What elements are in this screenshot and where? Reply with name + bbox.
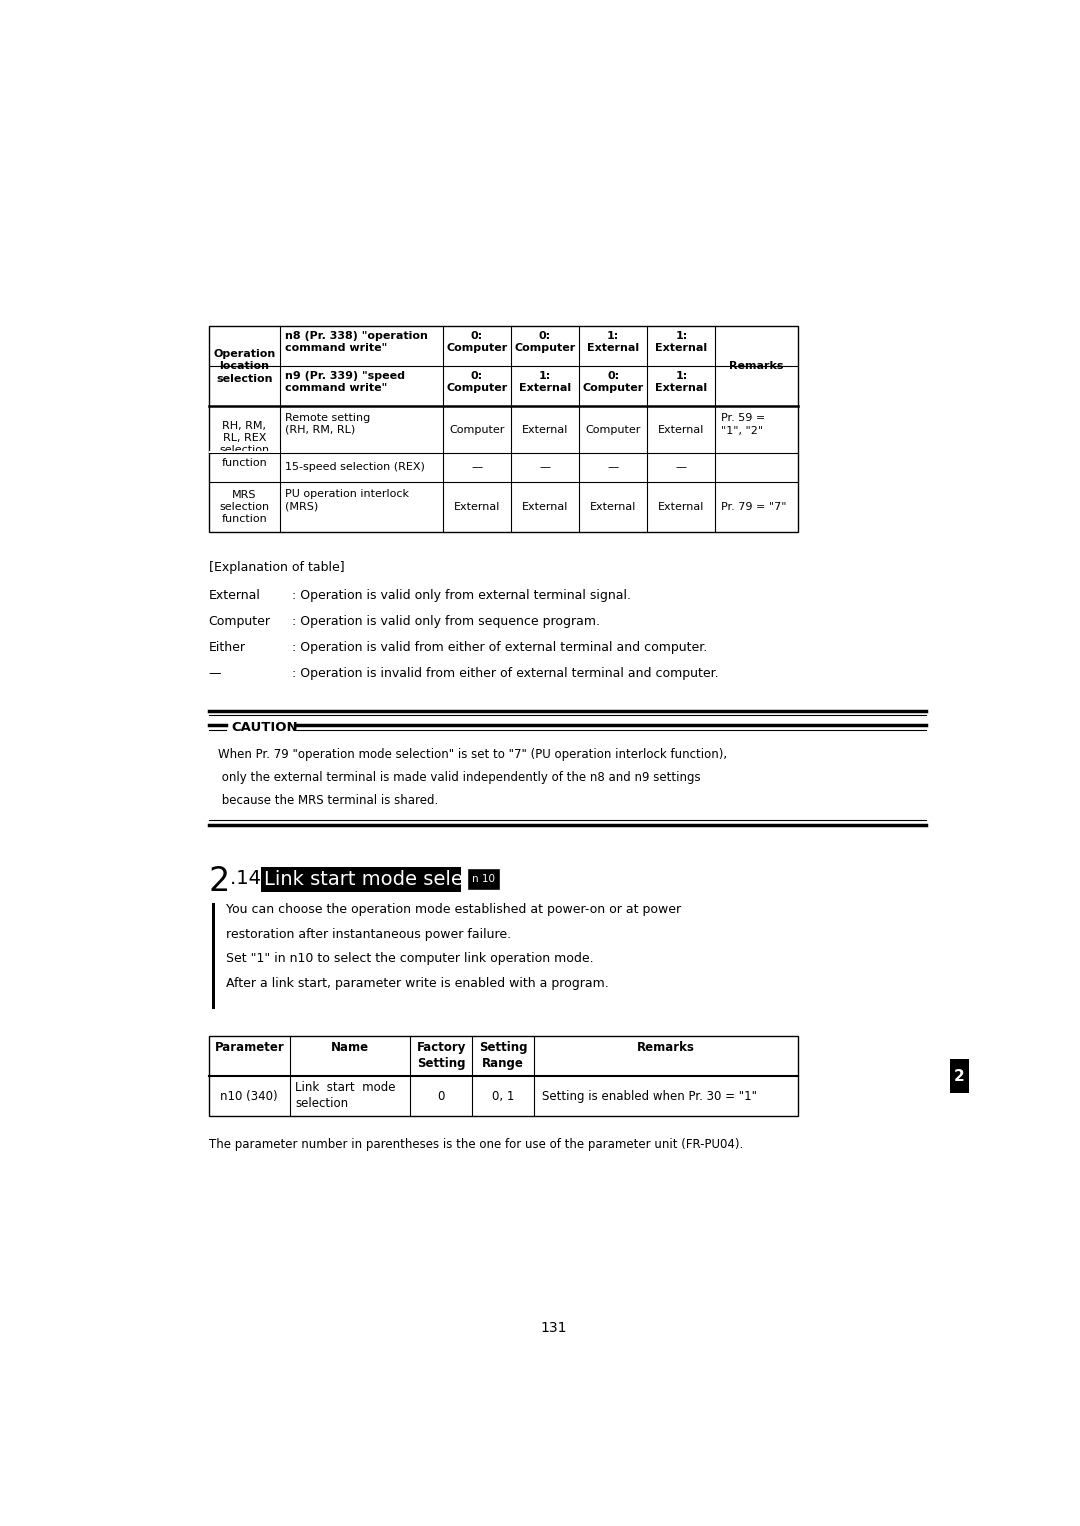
Text: Remarks: Remarks [729, 362, 784, 371]
Text: After a link start, parameter write is enabled with a program.: After a link start, parameter write is e… [226, 977, 609, 990]
Text: Setting
Range: Setting Range [478, 1041, 527, 1070]
Text: .14.3: .14.3 [230, 870, 285, 888]
Text: —: — [539, 462, 551, 472]
Text: 0, 1: 0, 1 [491, 1090, 514, 1103]
Bar [208, 452, 280, 453]
Text: Computer: Computer [208, 615, 271, 629]
Text: Setting is enabled when Pr. 30 = "1": Setting is enabled when Pr. 30 = "1" [542, 1090, 757, 1103]
Text: —: — [676, 462, 687, 472]
Text: RH, RM,
RL, REX
selection
function: RH, RM, RL, REX selection function [219, 421, 269, 468]
Text: Computer: Computer [585, 424, 640, 435]
Text: External: External [522, 502, 568, 511]
Text: 0:
Computer: 0: Computer [446, 371, 508, 394]
Text: External: External [658, 502, 704, 511]
Text: External: External [590, 502, 636, 511]
Text: External: External [208, 589, 260, 601]
Text: n10 (340): n10 (340) [220, 1090, 279, 1103]
Bar [212, 903, 215, 1009]
Text: 1:
External: 1: External [518, 371, 571, 394]
Bar [208, 327, 798, 533]
Text: PU operation interlock
(MRS): PU operation interlock (MRS) [285, 488, 409, 511]
Text: External: External [658, 424, 704, 435]
Text: restoration after instantaneous power failure.: restoration after instantaneous power fa… [226, 928, 511, 940]
Text: 131: 131 [540, 1322, 567, 1335]
Bar [208, 1036, 798, 1117]
Bar [950, 1059, 969, 1093]
Text: 2: 2 [955, 1068, 964, 1083]
Text: Link  start  mode
selection: Link start mode selection [296, 1080, 396, 1109]
Text: : Operation is valid only from external terminal signal.: : Operation is valid only from external … [293, 589, 632, 601]
Text: Name: Name [330, 1041, 369, 1054]
Text: 15-speed selection (REX): 15-speed selection (REX) [285, 462, 426, 472]
Text: —: — [608, 462, 619, 472]
Text: —: — [208, 667, 221, 681]
Text: Remote setting
(RH, RM, RL): Remote setting (RH, RM, RL) [285, 412, 370, 435]
Text: The parameter number in parentheses is the one for use of the parameter unit (FR: The parameter number in parentheses is t… [208, 1138, 743, 1151]
Text: MRS
selection
function: MRS selection function [219, 490, 269, 525]
Bar [261, 867, 461, 891]
Text: Either: Either [208, 641, 245, 655]
Text: n8 (Pr. 338) "operation
command write": n8 (Pr. 338) "operation command write" [285, 331, 429, 354]
Text: External: External [454, 502, 500, 511]
Text: Factory
Setting: Factory Setting [417, 1041, 465, 1070]
Text: External: External [522, 424, 568, 435]
Text: You can choose the operation mode established at power-on or at power: You can choose the operation mode establ… [226, 903, 681, 916]
Text: 1:
External: 1: External [656, 331, 707, 354]
Text: Pr. 79 = "7": Pr. 79 = "7" [721, 502, 786, 511]
Text: 2: 2 [208, 865, 230, 897]
Text: Pr. 59 =
"1", "2": Pr. 59 = "1", "2" [721, 414, 765, 436]
Text: : Operation is valid from either of external terminal and computer.: : Operation is valid from either of exte… [293, 641, 707, 655]
Text: Set "1" in n10 to select the computer link operation mode.: Set "1" in n10 to select the computer li… [226, 952, 594, 966]
Text: 0:
Computer: 0: Computer [446, 331, 508, 354]
Text: : Operation is valid only from sequence program.: : Operation is valid only from sequence … [293, 615, 600, 629]
Text: Remarks: Remarks [637, 1041, 694, 1054]
Text: n9 (Pr. 339) "speed
command write": n9 (Pr. 339) "speed command write" [285, 371, 405, 394]
Text: Parameter: Parameter [215, 1041, 284, 1054]
Text: 1:
External: 1: External [588, 331, 639, 354]
Text: : Operation is invalid from either of external terminal and computer.: : Operation is invalid from either of ex… [293, 667, 719, 681]
Text: 0:
Computer: 0: Computer [582, 371, 644, 394]
Text: Computer: Computer [449, 424, 504, 435]
Text: [Explanation of table]: [Explanation of table] [208, 562, 345, 574]
Text: only the external terminal is made valid independently of the n8 and n9 settings: only the external terminal is made valid… [218, 771, 701, 784]
Text: When Pr. 79 "operation mode selection" is set to "7" (PU operation interlock fun: When Pr. 79 "operation mode selection" i… [218, 748, 727, 760]
Text: 0: 0 [437, 1090, 445, 1103]
Bar [468, 868, 500, 890]
Text: CAUTION: CAUTION [232, 720, 298, 734]
Text: Link start mode selection: Link start mode selection [265, 870, 512, 888]
Text: 0:
Computer: 0: Computer [514, 331, 576, 354]
Text: 1:
External: 1: External [656, 371, 707, 394]
Text: because the MRS terminal is shared.: because the MRS terminal is shared. [218, 794, 438, 807]
Text: Operation
location
selection: Operation location selection [213, 349, 275, 383]
Text: —: — [471, 462, 483, 472]
Text: n 10: n 10 [472, 874, 496, 884]
